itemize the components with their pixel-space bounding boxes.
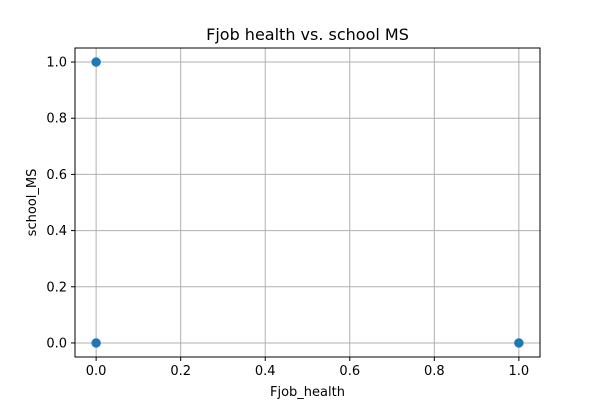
grid <box>75 48 540 357</box>
x-tick-label: 0.2 <box>170 364 191 379</box>
y-tick-label: 0.8 <box>46 112 67 127</box>
x-tick-label: 0.4 <box>255 364 276 379</box>
x-tick-label: 0.0 <box>86 364 107 379</box>
y-axis-label: school_MS <box>25 169 40 237</box>
chart-title: Fjob health vs. school MS <box>206 25 409 44</box>
y-tick-label: 0.2 <box>46 280 67 295</box>
scatter-point <box>91 57 101 67</box>
data-points <box>91 57 524 348</box>
y-tick-label: 0.4 <box>46 224 67 239</box>
x-tick-label: 1.0 <box>509 364 530 379</box>
x-tick-label: 0.8 <box>424 364 445 379</box>
y-tick-label: 0.6 <box>46 168 67 183</box>
x-axis-label: Fjob_health <box>270 385 345 400</box>
y-tick-label: 1.0 <box>46 56 67 71</box>
plot-frame <box>74 47 541 358</box>
scatter-point <box>91 338 101 348</box>
axis-ticks: 0.0 0.2 0.4 0.6 0.8 1.0 0.0 0.2 0.4 0.6 0.8 1.0 <box>46 56 529 379</box>
y-tick-label: 0.0 <box>46 336 67 351</box>
scatter-point <box>514 338 524 348</box>
x-tick-label: 0.6 <box>339 364 360 379</box>
